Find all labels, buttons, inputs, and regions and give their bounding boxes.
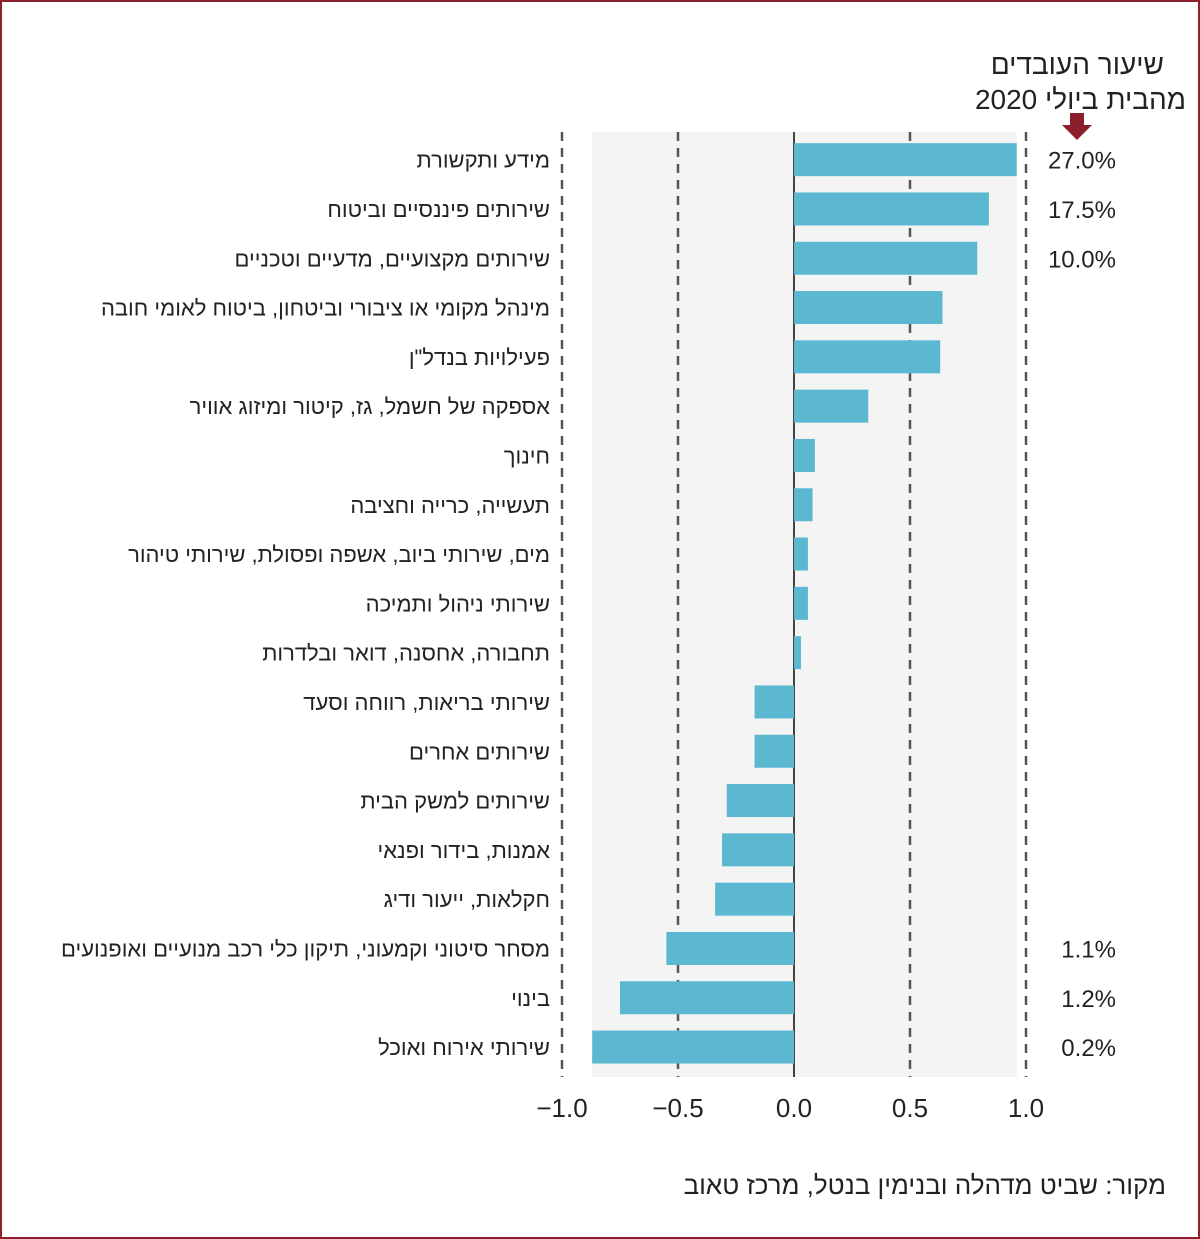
x-tick-label-4: 1.0	[1008, 1093, 1044, 1123]
category-label-1: שירותים פיננסיים וביטוח	[327, 197, 550, 222]
bar-15	[715, 882, 794, 916]
category-label-17: בינוי	[511, 986, 550, 1011]
header-line-1: שיעור העובדים	[991, 49, 1164, 80]
bar-16	[666, 931, 794, 965]
category-label-5: אספקה של חשמל, גז, קיטור ומיזוג אוויר	[190, 394, 551, 419]
down-arrow-icon	[1062, 113, 1092, 140]
category-label-7: תעשייה, כרייה וחציבה	[350, 493, 550, 518]
category-label-13: שירותים למשק הבית	[360, 789, 550, 814]
bar-0	[794, 143, 1017, 177]
bar-17	[620, 981, 794, 1015]
bar-5	[794, 389, 869, 423]
x-tick-label-2: 0.0	[776, 1093, 812, 1123]
category-label-3: מינהל מקומי או ציבורי וביטחון, ביטוח לאו…	[101, 296, 550, 321]
x-tick-label-0: −1.0	[536, 1093, 587, 1123]
category-labels: מידע ותקשורת שירותים פיננסיים וביטוח שירות…	[61, 148, 550, 1060]
bar-6	[794, 438, 815, 472]
bar-10	[794, 636, 801, 670]
category-label-12: שירותים אחרים	[409, 739, 550, 764]
category-label-11: שירותי בריאות, רווחה וסעד	[303, 690, 550, 715]
category-label-0: מידע ותקשורת	[417, 148, 550, 173]
bar-3	[794, 291, 943, 325]
bar-2	[794, 241, 978, 275]
share-label-0: 27.0%	[1048, 148, 1116, 175]
share-label-2: 10.0%	[1048, 246, 1116, 273]
share-label-17: 1.2%	[1061, 986, 1116, 1013]
bars	[592, 143, 1017, 1064]
bar-4	[794, 340, 941, 374]
source-note: מקור: שביט מדהלה ובנימין בנטל, מרכז טאוב	[684, 1170, 1166, 1200]
bar-12	[754, 734, 794, 768]
category-label-6: חינוך	[504, 443, 550, 468]
category-label-15: חקלאות, ייעור ודיג	[384, 887, 550, 912]
category-label-18: שירותי אירוח ואוכל	[378, 1035, 550, 1060]
category-label-2: שירותים מקצועיים, מדעיים וטכניים	[235, 246, 551, 271]
share-labels: 27.0% 17.5% 10.0% 1.1% 1.2% 0.2%	[1048, 148, 1116, 1062]
bar-8	[794, 537, 808, 571]
bar-1	[794, 192, 989, 226]
category-label-10: תחבורה, אחסנה, דואר ובלדרות	[262, 641, 550, 666]
x-tick-label-3: 0.5	[892, 1093, 928, 1123]
bar-13	[726, 784, 794, 818]
bar-11	[754, 685, 794, 719]
bar-7	[794, 488, 813, 522]
header-line-2: מהבית ביולי 2020	[975, 84, 1186, 115]
x-tick-label-1: −0.5	[652, 1093, 703, 1123]
share-label-16: 1.1%	[1061, 936, 1116, 963]
category-label-4: פעילויות בנדל"ן	[409, 345, 550, 370]
bar-14	[722, 833, 794, 867]
category-label-16: מסחר סיטוני וקמעוני, תיקון כלי רכב מנועי…	[61, 936, 550, 961]
category-label-14: אמנות, בידור ופנאי	[378, 838, 551, 863]
category-label-8: מים, שירותי ביוב, אשפה ופסולת, שירותי טי…	[128, 542, 550, 567]
category-label-9: שירותי ניהול ותמיכה	[366, 591, 550, 616]
bar-9	[794, 586, 808, 620]
x-axis-ticks: −1.0 −0.5 0.0 0.5 1.0	[536, 1093, 1044, 1123]
share-label-18: 0.2%	[1061, 1035, 1116, 1062]
share-label-1: 17.5%	[1048, 197, 1116, 224]
bar-18	[592, 1030, 794, 1064]
